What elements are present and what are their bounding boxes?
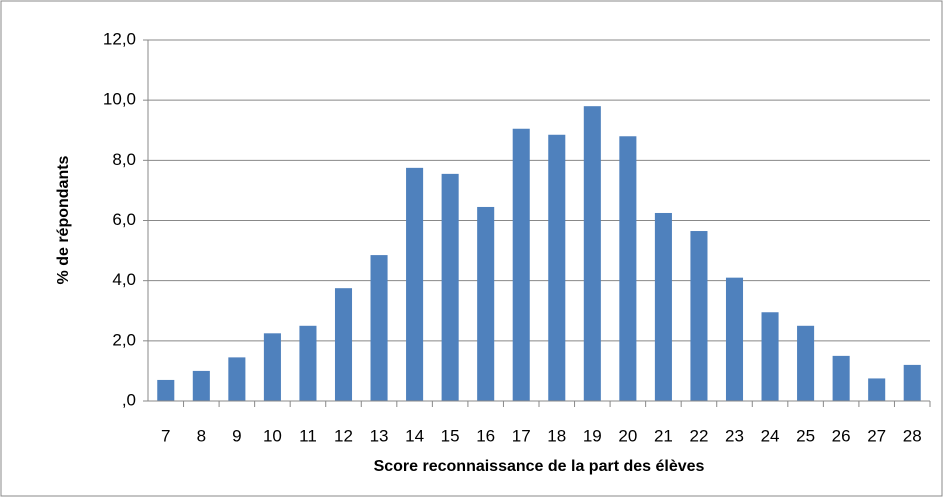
bar: [370, 255, 388, 401]
bar: [157, 379, 175, 401]
x-tick-label: 26: [832, 426, 851, 445]
x-tick-label: 13: [370, 426, 389, 445]
bar: [548, 134, 566, 401]
bar: [512, 128, 530, 401]
bar: [263, 333, 281, 401]
bar: [832, 355, 850, 401]
y-tick-label: ,0: [122, 390, 136, 409]
y-tick-label: 12,0: [103, 29, 136, 48]
y-tick-label: 6,0: [112, 210, 136, 229]
x-tick-label: 20: [618, 426, 637, 445]
y-axis-title: % de répondants: [55, 155, 72, 284]
x-tick-label: 18: [547, 426, 566, 445]
x-tick-label: 16: [476, 426, 495, 445]
x-tick-label: 22: [689, 426, 708, 445]
x-tick-label: 24: [761, 426, 780, 445]
bar: [477, 206, 495, 401]
x-tick-label: 9: [232, 426, 241, 445]
x-tick-label: 11: [299, 426, 317, 445]
x-tick-label: 25: [796, 426, 815, 445]
bar: [228, 357, 246, 401]
bar: [868, 378, 886, 401]
y-tick-label: 8,0: [112, 150, 136, 169]
y-tick-label: 2,0: [112, 330, 136, 349]
bar: [406, 167, 424, 401]
bar: [441, 173, 459, 401]
bar: [583, 106, 601, 401]
bar: [334, 288, 353, 401]
y-tick-label: 10,0: [103, 90, 136, 109]
x-tick-label: 15: [441, 426, 460, 445]
bar: [654, 212, 672, 401]
bar: [761, 312, 779, 401]
x-tick-label: 23: [725, 426, 744, 445]
bar: [299, 325, 317, 401]
x-axis-title: Score reconnaissance de la part des élèv…: [374, 458, 705, 475]
x-tick-label: 21: [654, 426, 673, 445]
bar: [903, 364, 921, 401]
x-tick-label: 10: [263, 426, 282, 445]
x-tick-label: 19: [583, 426, 602, 445]
x-tick-label: 14: [405, 426, 424, 445]
bar: [797, 325, 815, 401]
bar: [690, 231, 708, 401]
x-tick-label: 8: [197, 426, 206, 445]
x-tick-label: 28: [903, 426, 922, 445]
bar: [725, 277, 744, 401]
y-tick-label: 4,0: [112, 270, 136, 289]
bar: [192, 370, 210, 401]
x-tick-label: 17: [512, 426, 531, 445]
bar: [619, 136, 637, 401]
x-tick-label: 7: [161, 426, 170, 445]
x-tick-label: 27: [867, 426, 886, 445]
x-tick-label: 12: [334, 426, 353, 445]
